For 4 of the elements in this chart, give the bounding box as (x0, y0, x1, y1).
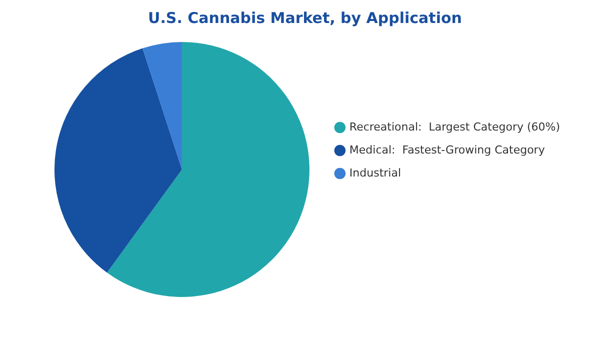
legend-label: Industrial (349, 166, 402, 180)
legend-label: Recreational: Largest Category (60%) (349, 120, 560, 134)
chart-title: U.S. Cannabis Market, by Application (148, 8, 462, 27)
legend-label: Medical: Fastest-Growing Category (349, 143, 546, 156)
